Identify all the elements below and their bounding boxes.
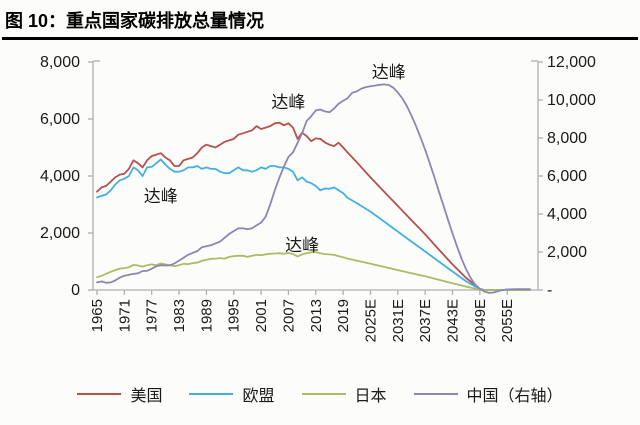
legend-swatch-china <box>413 393 458 395</box>
x-axis-tick-label: 2031E <box>390 299 407 342</box>
right-axis-tick-label: 12,000 <box>547 54 596 71</box>
x-axis-tick-label: 2025E <box>362 299 379 342</box>
title-underline <box>2 37 638 40</box>
right-axis-tick-label: - <box>547 282 552 299</box>
x-axis-tick-label: 1995 <box>226 299 243 332</box>
annotation-china-peak: 达峰 <box>372 63 406 82</box>
right-axis-tick-label: 2,000 <box>547 244 587 261</box>
x-axis-tick-label: 2049E <box>472 299 489 342</box>
x-axis-tick-label: 2007 <box>280 299 297 332</box>
legend-item-us: 美国 <box>77 382 162 406</box>
series-line-us <box>96 121 531 291</box>
figure-title: 图 10：重点国家碳排放总量情况 <box>5 11 265 31</box>
x-axis-tick-label: 2001 <box>253 299 270 332</box>
right-axis-tick-label: 8,000 <box>547 130 587 147</box>
left-axis-tick-label: 8,000 <box>40 54 80 71</box>
right-axis-tick-label: 6,000 <box>547 168 587 185</box>
series-line-eu <box>96 158 531 291</box>
legend-item-japan: 日本 <box>301 382 387 406</box>
legend-swatch-eu <box>189 393 234 395</box>
legend: 美国 欧盟 日本 中国（右轴） <box>0 381 640 407</box>
right-axis-tick-label: 4,000 <box>547 206 587 223</box>
x-axis-tick-label: 2019 <box>335 299 352 332</box>
annotation-us-peak: 达峰 <box>271 93 305 112</box>
legend-item-china: 中国（右轴） <box>413 382 563 406</box>
x-axis-tick-label: 2055E <box>499 299 516 342</box>
legend-swatch-japan <box>301 393 346 395</box>
legend-item-eu: 欧盟 <box>189 382 275 406</box>
left-axis-tick-label: 6,000 <box>40 111 80 128</box>
left-axis-tick-label: 4,000 <box>40 168 80 185</box>
legend-label-china: 中国（右轴） <box>466 388 563 405</box>
annotation-japan-peak: 达峰 <box>285 236 319 255</box>
legend-label-us: 美国 <box>130 388 163 405</box>
x-axis-tick-label: 1977 <box>144 299 161 332</box>
legend-label-eu: 欧盟 <box>242 388 275 405</box>
x-axis-tick-label: 2037E <box>417 299 434 342</box>
x-axis-tick-label: 1983 <box>171 299 188 332</box>
left-axis-tick-label: 2,000 <box>40 225 80 242</box>
legend-label-japan: 日本 <box>354 388 387 405</box>
x-axis-tick-label: 1971 <box>116 299 133 332</box>
series-line-china <box>96 83 531 294</box>
x-axis-tick-label: 1965 <box>89 299 106 332</box>
right-axis-tick-label: 10,000 <box>547 92 596 109</box>
legend-swatch-us <box>77 393 122 395</box>
series-line-japan <box>96 251 531 291</box>
annotation-eu-peak: 达峰 <box>144 187 178 206</box>
x-axis-tick-label: 1989 <box>198 299 215 332</box>
x-axis-tick-label: 2043E <box>445 299 462 342</box>
x-axis-tick-label: 2013 <box>308 299 325 332</box>
left-axis-tick-label: 0 <box>71 282 80 299</box>
